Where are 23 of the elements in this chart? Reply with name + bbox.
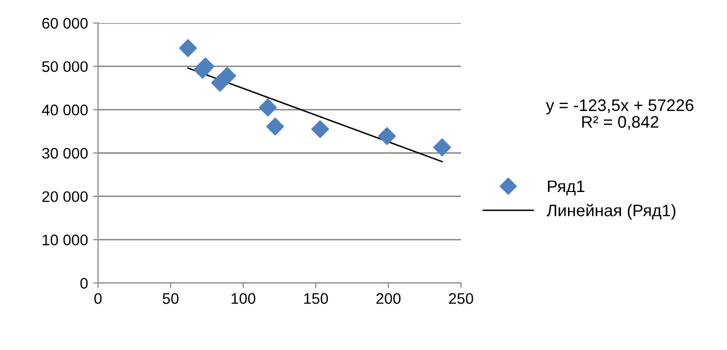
point xyxy=(218,66,236,85)
text: y = -123,5x + 57226 R² = 0,842 xyxy=(546,99,694,130)
x-tick-label: 150 xyxy=(304,293,328,304)
y-tick-label: 30 000 xyxy=(42,148,88,159)
point xyxy=(311,120,330,138)
y-tick-label: 50 000 xyxy=(42,61,88,72)
point xyxy=(179,39,197,58)
point xyxy=(258,98,277,116)
y-tick-label: 40 000 xyxy=(42,104,88,116)
legend-label: Ряд1 xyxy=(548,180,584,196)
y-tick-label: 0 xyxy=(80,278,88,289)
x-tick-label: 100 xyxy=(232,293,256,304)
x-tick-label: 200 xyxy=(376,293,401,304)
point xyxy=(378,127,396,146)
y-tick-label: 20 000 xyxy=(42,191,88,202)
legend-label: Линейная (Ряд1) xyxy=(546,204,676,220)
y-tick-label: 60 000 xyxy=(42,18,88,29)
x-tick-label: 50 xyxy=(162,293,178,304)
x-tick-label: 250 xyxy=(449,293,474,304)
point xyxy=(266,118,284,136)
point xyxy=(433,138,452,156)
x-tick-label: 0 xyxy=(94,293,102,304)
y-tick-label: 10 000 xyxy=(42,234,88,246)
